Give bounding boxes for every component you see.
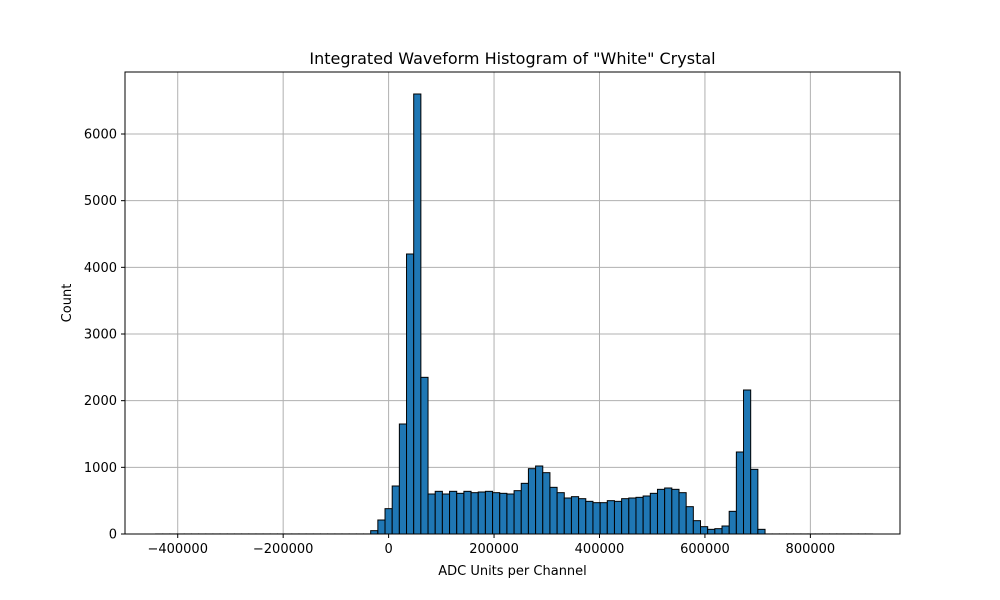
plot-frame — [124, 71, 901, 535]
histogram-bar — [527, 468, 537, 535]
histogram-bar — [592, 502, 601, 535]
histogram-bar — [456, 492, 465, 535]
histogram-bar — [700, 526, 709, 535]
y-tick-label: 0 — [109, 528, 117, 543]
x-tick-label: 200000 — [469, 542, 519, 557]
histogram-bar — [728, 510, 737, 535]
histogram-bar — [606, 500, 615, 535]
grid-layer — [125, 72, 900, 535]
x-tick-label: 0 — [384, 542, 392, 557]
x-tick-label: 400000 — [575, 542, 625, 557]
ticks-layer: −400000 −200000 0 200000 400000 600000 800000 0… — [84, 128, 835, 558]
histogram-bar — [549, 486, 558, 535]
histogram-bar — [513, 490, 522, 535]
histogram-bar — [757, 528, 766, 535]
histogram-bar — [735, 451, 745, 535]
histogram-bar — [599, 502, 608, 535]
y-tick-label: 6000 — [84, 128, 117, 143]
histogram-bar — [678, 492, 687, 535]
histogram-bar — [671, 488, 680, 535]
y-tick-label: 3000 — [84, 328, 117, 343]
histogram-bar — [613, 500, 623, 535]
histogram-bar — [721, 525, 730, 535]
histogram-bar — [384, 508, 393, 535]
histogram-bar — [391, 485, 400, 535]
histogram-bar — [685, 506, 694, 535]
histogram-bar — [406, 253, 415, 535]
histogram-bar — [750, 468, 759, 535]
histogram-bar — [441, 493, 451, 535]
histogram-bar — [621, 498, 630, 535]
histogram-bar — [635, 496, 644, 535]
histogram-bar — [470, 492, 479, 535]
histogram-bar — [542, 472, 551, 535]
histogram-bar — [743, 389, 752, 535]
x-tick-label: −400000 — [147, 542, 208, 557]
histogram-bar — [520, 482, 529, 535]
histogram-bar — [556, 492, 565, 535]
histogram-bar — [535, 465, 544, 535]
histogram-bar — [463, 490, 472, 535]
y-tick-label: 4000 — [84, 261, 117, 276]
x-tick-label: 600000 — [680, 542, 730, 557]
histogram-bar — [585, 500, 594, 535]
histogram-bar — [420, 376, 429, 535]
histogram-bar — [427, 493, 436, 535]
histogram-bar — [628, 497, 637, 535]
histogram-bar — [656, 488, 666, 535]
x-tick-label: 800000 — [786, 542, 836, 557]
histogram-bar — [707, 528, 716, 535]
histogram-bar — [477, 491, 486, 535]
histogram-bar — [492, 492, 501, 535]
histogram-bar — [642, 495, 651, 535]
histogram-bar — [578, 498, 587, 535]
histogram-bar — [434, 490, 443, 535]
bars-layer — [155, 93, 874, 535]
histogram-bar — [570, 496, 580, 535]
x-tick-label: −200000 — [253, 542, 314, 557]
y-axis-label: Count — [60, 284, 75, 323]
histogram-bar — [449, 490, 458, 535]
histogram-bar — [484, 490, 494, 535]
x-axis-label: ADC Units per Channel — [438, 564, 587, 579]
y-tick-label: 2000 — [84, 394, 117, 409]
histogram-bar — [398, 423, 408, 535]
y-tick-label: 1000 — [84, 461, 117, 476]
histogram-bar — [714, 528, 723, 535]
histogram-bar — [499, 492, 508, 535]
histogram-bar — [377, 519, 386, 535]
histogram-bar — [649, 492, 658, 535]
histogram-bar — [506, 493, 515, 535]
histogram-bar — [664, 487, 673, 535]
y-tick-label: 5000 — [84, 194, 117, 209]
histogram-bar — [413, 93, 422, 535]
histogram-bar — [692, 520, 702, 535]
chart-title: Integrated Waveform Histogram of "White"… — [309, 49, 715, 68]
histogram-bar — [563, 497, 572, 535]
